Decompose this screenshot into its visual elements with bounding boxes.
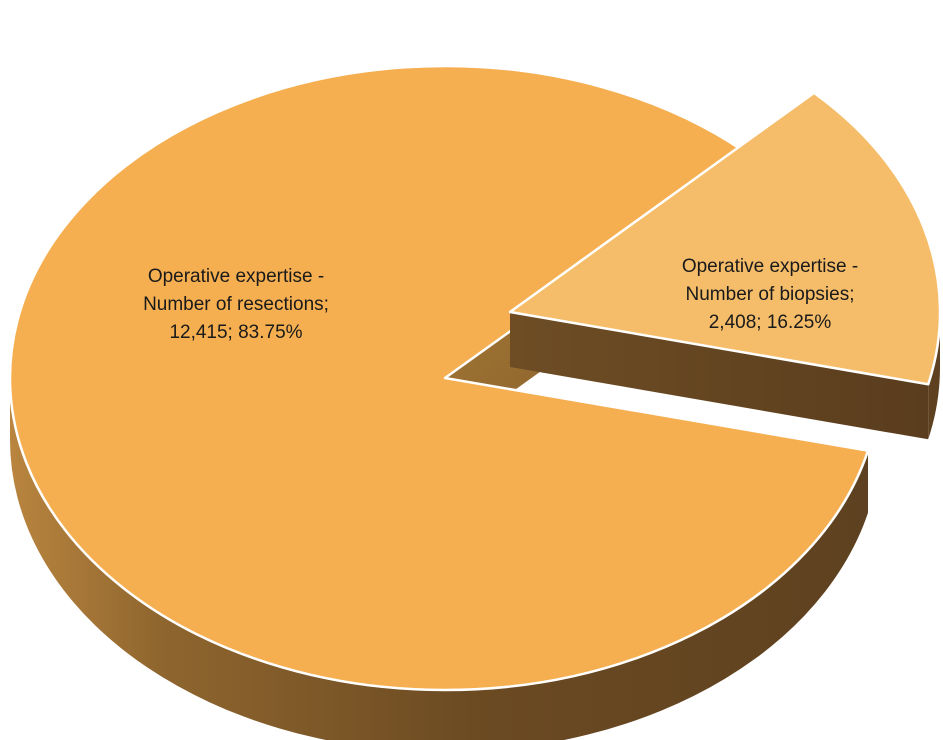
data-label-biopsies: Operative expertise - Number of biopsies;… (682, 256, 858, 333)
data-label-resections-line-3: 12,415; 83.75% (169, 322, 302, 343)
pie-slice-resections-side (10, 378, 868, 740)
data-label-resections: Operative expertise - Number of resection… (143, 266, 329, 343)
data-label-biopsies-line-1: Operative expertise - (682, 256, 858, 277)
data-label-biopsies-line-3: 2,408; 16.25% (709, 312, 832, 333)
data-label-biopsies-line-2: Number of biopsies; (686, 284, 855, 305)
pie-slice-biopsies-side (928, 312, 941, 440)
pie-slice-biopsies-cut-face (510, 312, 929, 440)
pie-slice-biopsies (508, 91, 942, 440)
data-label-resections-line-1: Operative expertise - (148, 266, 324, 287)
pie-slice-biopsies-top (508, 91, 942, 386)
data-label-resections-line-2: Number of resections; (143, 294, 329, 315)
